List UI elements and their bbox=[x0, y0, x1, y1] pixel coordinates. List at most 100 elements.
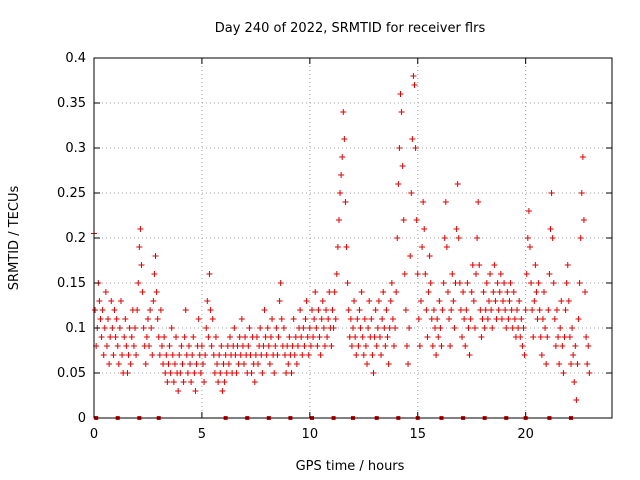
data-point bbox=[189, 352, 196, 358]
data-point bbox=[217, 370, 224, 376]
data-point bbox=[124, 370, 131, 376]
data-point bbox=[461, 316, 468, 322]
data-point bbox=[544, 334, 551, 340]
data-point bbox=[202, 352, 209, 358]
data-point bbox=[440, 280, 447, 286]
data-point bbox=[185, 343, 192, 349]
data-point bbox=[123, 343, 130, 349]
data-point bbox=[214, 361, 221, 367]
data-point bbox=[360, 352, 367, 358]
data-point bbox=[414, 271, 421, 277]
data-point bbox=[152, 253, 159, 259]
data-point bbox=[177, 370, 184, 376]
data-point bbox=[352, 334, 359, 340]
data-point bbox=[151, 271, 158, 277]
data-point bbox=[578, 190, 585, 196]
data-point bbox=[495, 307, 502, 313]
data-point bbox=[102, 289, 109, 295]
data-point bbox=[465, 325, 472, 331]
data-point bbox=[188, 379, 195, 385]
data-point bbox=[312, 289, 319, 295]
data-point bbox=[156, 352, 163, 358]
data-point bbox=[433, 352, 440, 358]
data-point bbox=[519, 343, 526, 349]
data-point bbox=[420, 199, 427, 205]
data-point bbox=[220, 361, 227, 367]
data-point bbox=[353, 352, 360, 358]
data-point bbox=[114, 343, 121, 349]
data-point bbox=[586, 370, 593, 376]
data-point bbox=[558, 298, 565, 304]
data-point bbox=[555, 334, 562, 340]
data-point bbox=[497, 271, 504, 277]
data-point bbox=[537, 334, 544, 340]
data-point bbox=[235, 361, 242, 367]
data-point bbox=[549, 235, 556, 241]
data-point bbox=[408, 190, 415, 196]
data-point bbox=[430, 307, 437, 313]
data-point bbox=[223, 370, 230, 376]
data-point bbox=[458, 334, 465, 340]
data-point bbox=[326, 289, 333, 295]
data-point bbox=[136, 244, 143, 250]
data-point bbox=[423, 307, 430, 313]
data-point bbox=[350, 325, 356, 331]
data-point bbox=[154, 316, 161, 322]
data-point bbox=[292, 334, 299, 340]
data-point bbox=[585, 343, 592, 349]
data-point bbox=[508, 307, 515, 313]
data-point bbox=[272, 343, 279, 349]
data-point bbox=[443, 244, 450, 250]
data-point bbox=[307, 343, 314, 349]
data-point bbox=[386, 325, 393, 331]
data-point bbox=[375, 298, 382, 304]
data-point bbox=[463, 307, 470, 313]
data-point bbox=[454, 181, 461, 187]
data-point bbox=[365, 325, 372, 331]
data-point bbox=[358, 289, 365, 295]
data-point bbox=[182, 307, 189, 313]
data-point bbox=[541, 289, 548, 295]
data-point bbox=[380, 289, 387, 295]
data-point bbox=[147, 307, 154, 313]
data-point bbox=[484, 316, 491, 322]
data-point bbox=[434, 316, 441, 322]
data-point bbox=[567, 361, 574, 367]
data-point bbox=[584, 361, 591, 367]
data-point bbox=[148, 325, 155, 331]
x-axis-label: GPS time / hours bbox=[296, 459, 405, 474]
data-point bbox=[570, 352, 577, 358]
data-point bbox=[504, 289, 511, 295]
data-point bbox=[442, 199, 449, 205]
data-point bbox=[536, 307, 543, 313]
data-point bbox=[562, 307, 569, 313]
data-point bbox=[470, 298, 477, 304]
data-point bbox=[134, 307, 141, 313]
data-point bbox=[416, 343, 423, 349]
data-point bbox=[275, 334, 282, 340]
data-point bbox=[162, 370, 169, 376]
data-point bbox=[282, 352, 289, 358]
data-point bbox=[166, 343, 173, 349]
data-point bbox=[311, 316, 318, 322]
data-point bbox=[173, 334, 180, 340]
data-point bbox=[264, 325, 271, 331]
data-point bbox=[149, 352, 156, 358]
data-point bbox=[135, 280, 142, 286]
data-point bbox=[397, 91, 404, 97]
data-point bbox=[261, 307, 268, 313]
data-point bbox=[546, 271, 553, 277]
data-point bbox=[280, 325, 287, 331]
data-point bbox=[372, 307, 379, 313]
data-point bbox=[573, 397, 580, 403]
data-point bbox=[444, 289, 451, 295]
data-point bbox=[116, 325, 123, 331]
data-point bbox=[205, 334, 212, 340]
data-point bbox=[471, 325, 478, 331]
data-point bbox=[316, 334, 323, 340]
data-point bbox=[362, 343, 369, 349]
data-point bbox=[478, 334, 485, 340]
data-point bbox=[511, 316, 518, 322]
data-point bbox=[388, 280, 395, 286]
data-point bbox=[346, 334, 353, 340]
